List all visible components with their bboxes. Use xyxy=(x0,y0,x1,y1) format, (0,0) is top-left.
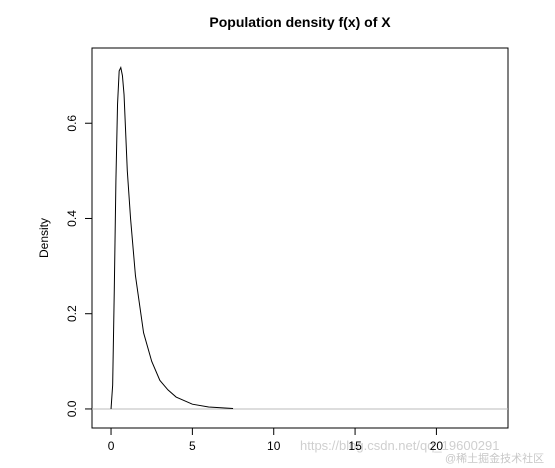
chart-title: Population density f(x) of X xyxy=(209,14,391,30)
x-tick-label: 20 xyxy=(430,439,444,453)
watermark-url: https://blog.csdn.net/qq_19600291 xyxy=(300,438,500,453)
x-tick-label: 5 xyxy=(189,439,196,453)
x-tick-label: 0 xyxy=(108,439,115,453)
x-tick-label: 10 xyxy=(267,439,281,453)
y-tick-label: 0.4 xyxy=(65,210,79,227)
watermark-credit: @稀土掘金技术社区 xyxy=(445,451,544,465)
y-tick-label: 0.0 xyxy=(65,400,79,417)
y-axis-label: Density xyxy=(37,218,51,258)
plot-frame xyxy=(91,47,509,429)
density-line xyxy=(110,65,234,409)
y-tick-label: 0.2 xyxy=(65,305,79,322)
x-tick-label: 15 xyxy=(348,439,362,453)
y-tick-label: 0.6 xyxy=(65,115,79,132)
